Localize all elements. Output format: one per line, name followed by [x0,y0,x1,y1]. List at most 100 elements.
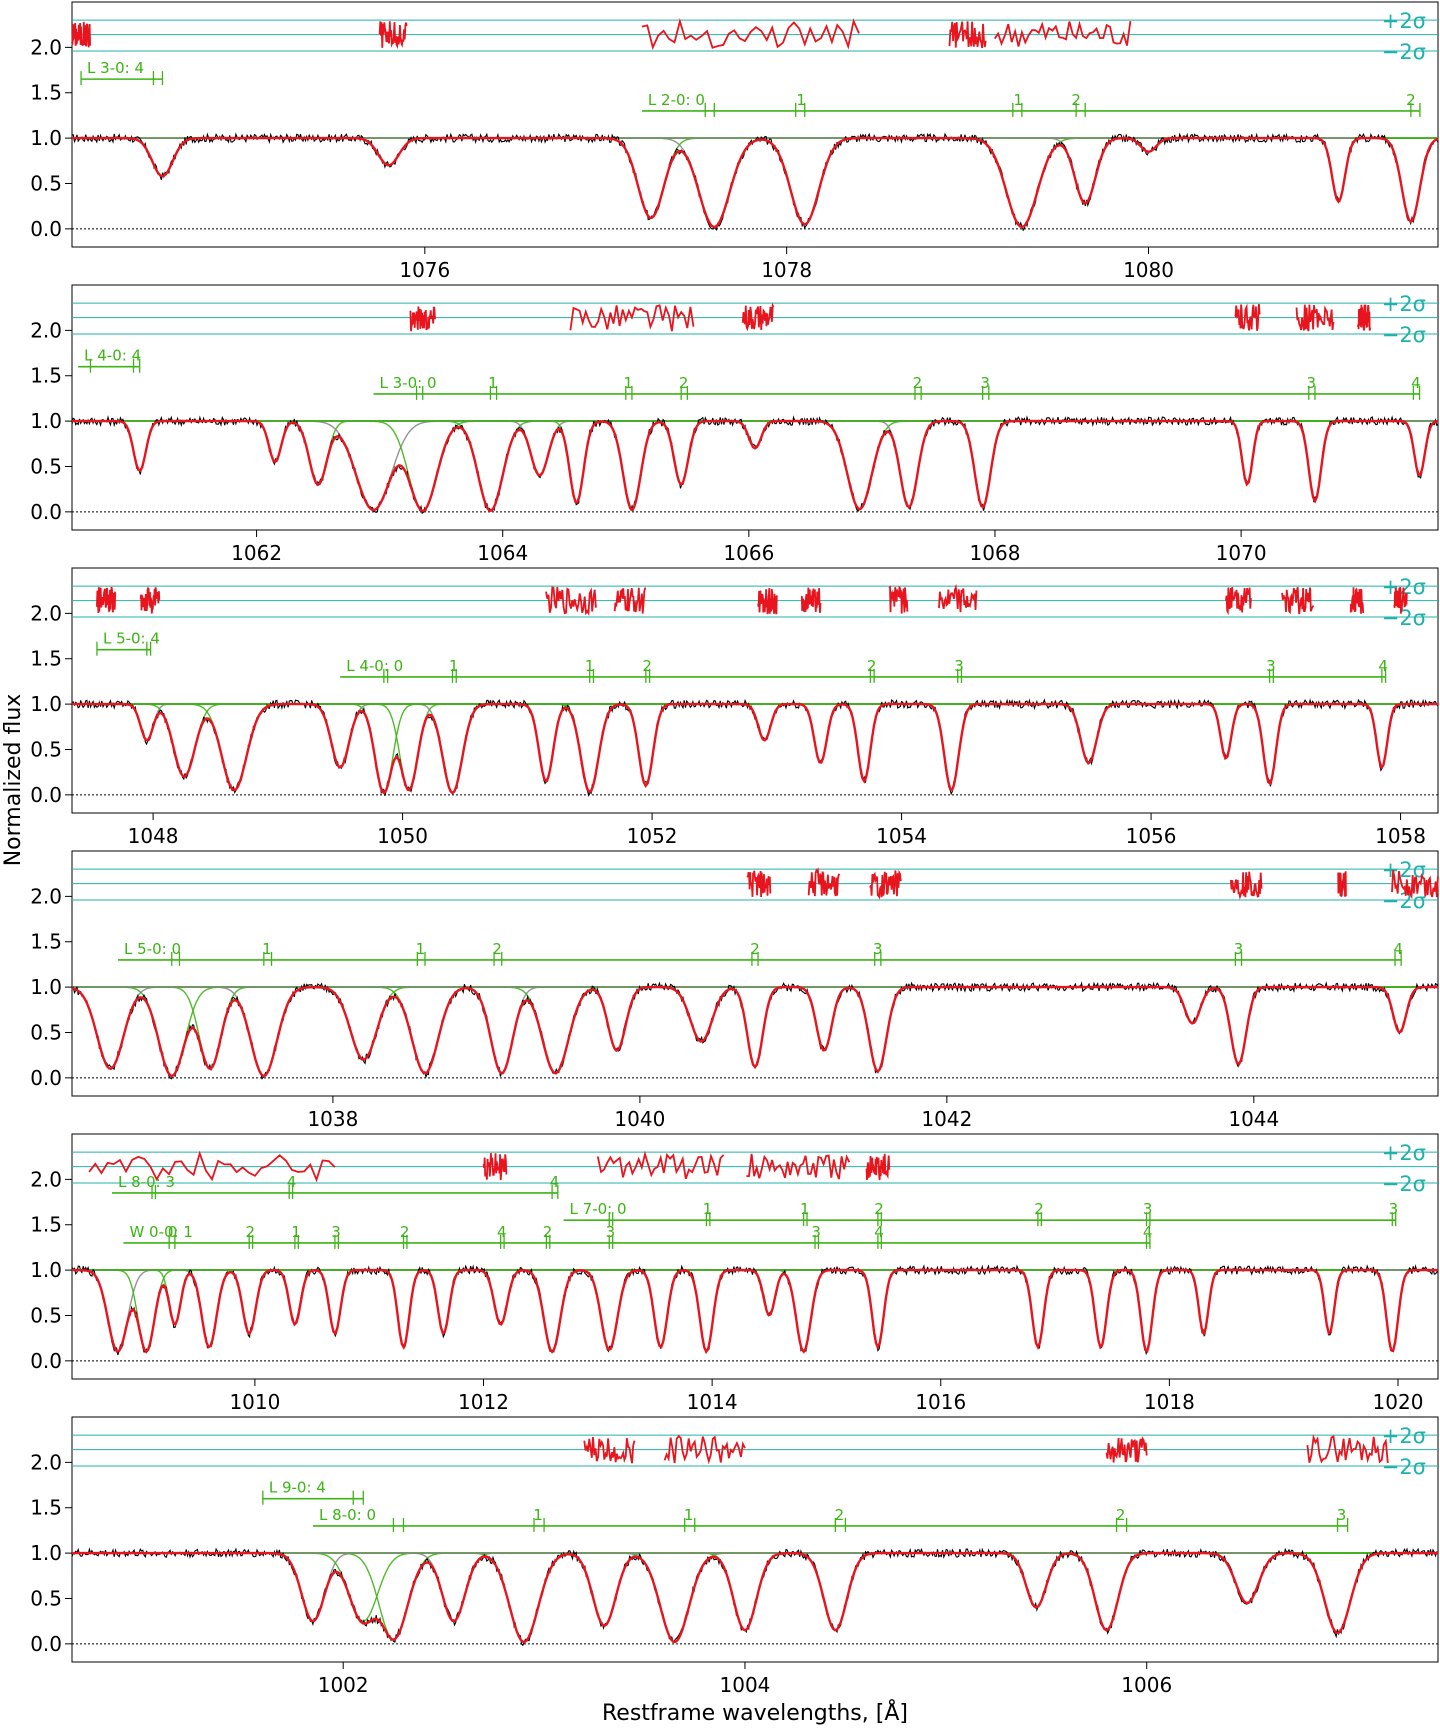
y-tick-label: 0.5 [30,1586,62,1610]
x-tick-label: 1014 [687,1390,738,1414]
component-profile [72,1269,1438,1317]
component-profile [72,1552,1438,1640]
x-tick-label: 1020 [1373,1390,1424,1414]
marker-number: 2 [1034,1200,1044,1218]
panel-6: +2σ −2σ 0.0 0.5 1.0 1.5 2.0 1002 1004 1006 L 9-0: … [30,1416,1439,1697]
x-tick-label: 1012 [458,1390,509,1414]
y-tick-label: 0.0 [30,1632,62,1656]
component-profile [72,137,1439,223]
y-tick-label: 2.0 [30,318,62,342]
x-tick-label: 1064 [477,541,528,565]
marker-label: L 5-0: 0 [124,940,181,958]
x-tick-label: 1080 [1123,258,1174,282]
x-tick-label: 1066 [723,541,774,565]
y-tick-label: 2.0 [30,601,62,625]
component-profile [72,1269,1438,1353]
residual-trace [869,869,902,900]
marker-number: 4 [497,1223,507,1241]
component-profile [72,137,1438,203]
x-tick-label: 1038 [307,1107,358,1131]
component-profile [72,1269,1438,1336]
sigma-plus-label: +2σ [1382,9,1426,33]
marker-number: 3 [954,657,964,675]
residual-trace [482,1153,508,1181]
marker-number: 1 [449,657,459,675]
component-profile [72,1552,1438,1622]
component-profile [72,420,1438,508]
residual-trace [88,1150,336,1183]
y-tick-label: 0.0 [30,500,62,524]
x-tick-label: 1076 [399,258,450,282]
y-axis-title: Normalized flux [1,694,26,867]
y-tick-label: 1.0 [30,126,62,150]
y-tick-label: 2.0 [30,884,62,908]
panel-1: +2σ −2σ 0.0 0.5 1.0 1.5 2.0 1076 1078 1080 L 3-0: … [30,1,1439,282]
y-tick-label: 0.0 [30,217,62,241]
marker-number: 2 [835,1506,845,1524]
marker-label: L 3-0: 0 [380,374,437,392]
marker-number: 2 [679,374,689,392]
residual-trace [757,588,778,615]
marker-number: 3 [1337,1506,1347,1524]
y-tick-label: 2.0 [30,1450,62,1474]
x-tick-label: 1078 [761,258,812,282]
x-tick-label: 1054 [876,824,927,848]
plot-frame [71,1416,1439,1663]
observed-spectrum [71,981,1439,1080]
residual-trace [865,1153,891,1181]
residual-trace [583,1437,636,1464]
residual-trace [1391,870,1439,900]
sigma-plus-label: +2σ [1382,1141,1426,1165]
residual-trace [71,21,91,48]
marker-number: 4 [1143,1223,1153,1241]
marker-label: L 8-0: 3 [118,1173,175,1191]
marker-label: L 9-0: 4 [269,1479,326,1497]
marker-number: 2 [867,657,877,675]
component-profile [72,1269,1438,1353]
component-profile [72,137,1438,228]
component-profile [72,1552,1438,1631]
marker-number: 3 [1234,940,1244,958]
component-profile [72,1269,1438,1352]
residual-trace [569,304,695,332]
component-profile [72,986,1438,1077]
residual-trace [596,1150,725,1180]
marker-number: 4 [550,1173,560,1191]
marker-number: 1 [291,1223,301,1241]
marker-label: L 5-0: 4 [103,630,160,648]
y-tick-label: 1.5 [30,1213,62,1237]
x-tick-label: 1004 [720,1673,771,1697]
component-profile [72,1552,1438,1631]
marker-number: 4 [874,1223,884,1241]
component-profile [72,420,1438,486]
marker-number: 2 [874,1200,884,1218]
component-profile [72,986,1438,1025]
marker-number: 2 [750,940,760,958]
x-tick-label: 1010 [229,1390,280,1414]
component-profile [72,420,1438,512]
component-profile [72,1552,1438,1631]
marker-number: 1 [585,657,595,675]
marker-number: 2 [1116,1506,1126,1524]
panel-2: +2σ −2σ 0.0 0.5 1.0 1.5 2.0 1062 1064 1066 1068 107… [30,284,1439,565]
marker-label: L 3-0: 4 [87,59,144,77]
y-tick-label: 1.5 [30,364,62,388]
component-profile [72,420,1438,511]
component-profile [72,986,1438,1075]
component-profile [72,986,1438,1043]
residual-trace [409,306,436,332]
component-profile [72,1269,1438,1326]
marker-number: 4 [1411,374,1421,392]
panels-group: +2σ −2σ 0.0 0.5 1.0 1.5 2.0 1076 1078 1080 L 3-0: … [30,1,1439,1697]
component-profile [72,137,1438,219]
marker-number: 1 [623,374,633,392]
component-profile [72,1552,1438,1622]
sigma-minus-label: −2σ [1382,889,1426,913]
sigma-minus-label: −2σ [1382,1172,1426,1196]
total-model [72,702,1438,795]
residual-trace [938,583,978,613]
component-profile [72,137,1438,228]
component-profile [72,1269,1438,1349]
component-profile [72,1269,1438,1348]
plot-frame [71,567,1439,814]
